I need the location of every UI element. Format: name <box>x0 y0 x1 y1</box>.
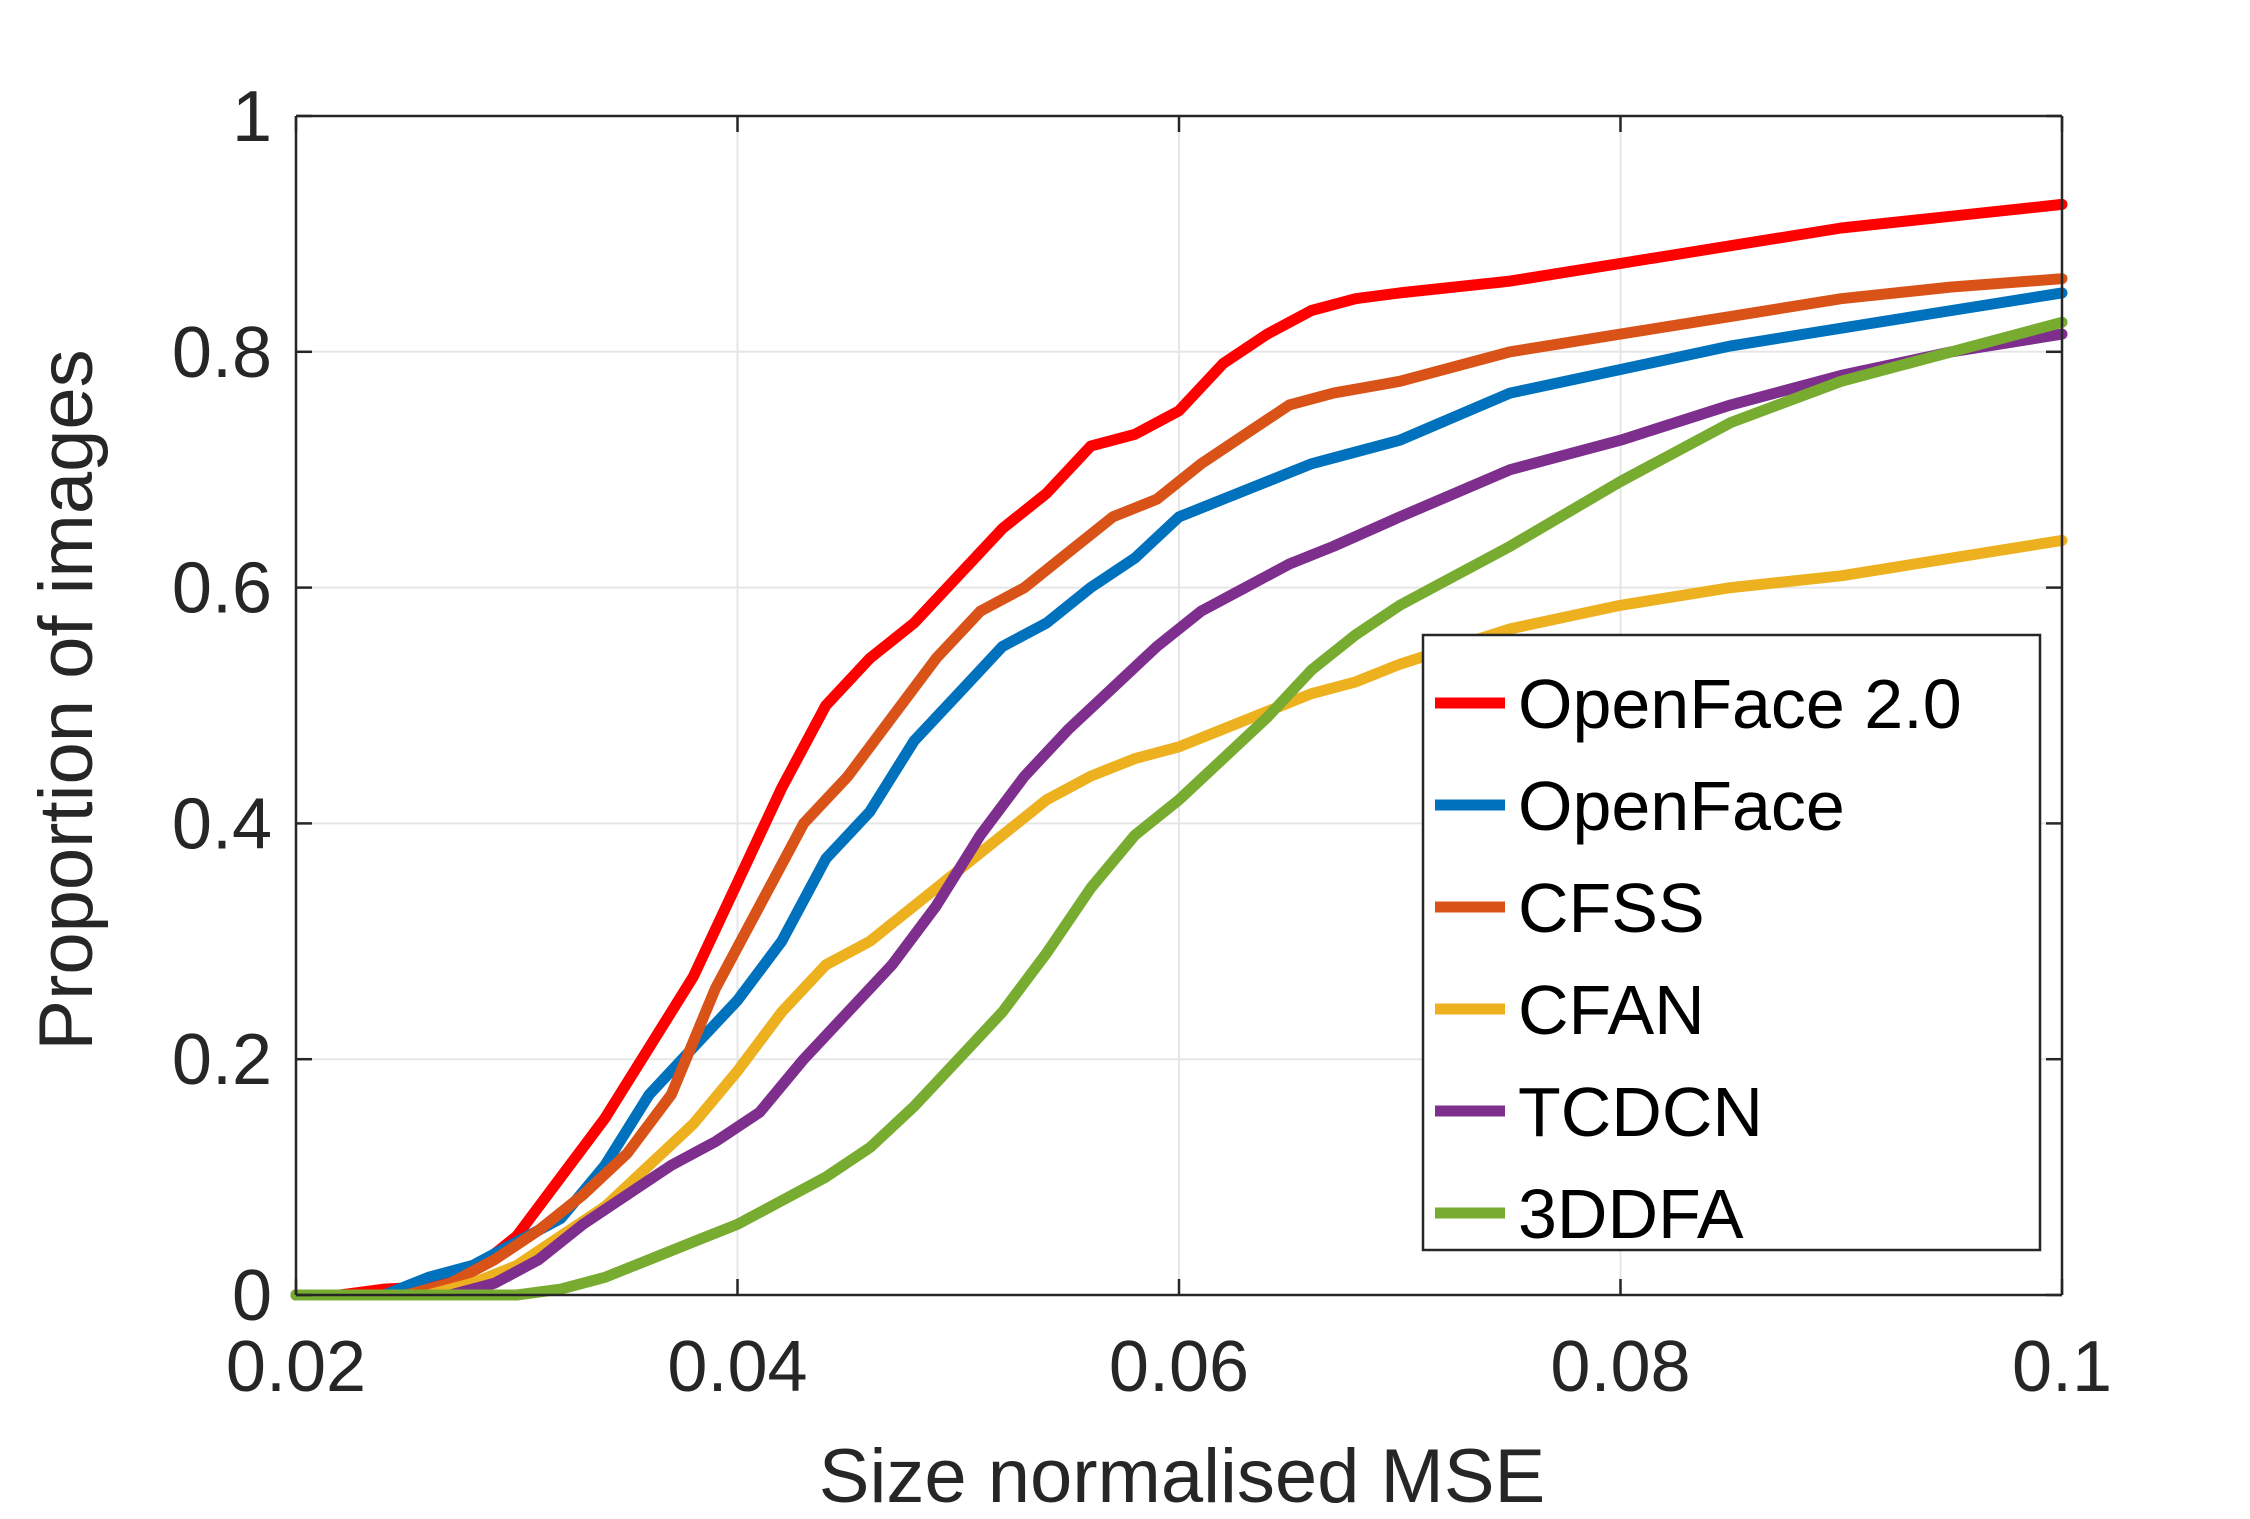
legend-label: CFSS <box>1518 869 1705 947</box>
y-tick-label: 0.2 <box>172 1020 272 1100</box>
legend-label: CFAN <box>1518 971 1705 1049</box>
x-tick-label: 0.1 <box>2012 1327 2112 1407</box>
y-tick-label: 0 <box>232 1256 272 1336</box>
series-line-2 <box>290 273 2068 1301</box>
series-line-0 <box>290 198 2068 1301</box>
x-tick-label: 0.04 <box>667 1327 807 1407</box>
axes <box>294 114 2064 1297</box>
y-tick-label: 1 <box>232 77 272 157</box>
x-tick-label: 0.02 <box>226 1327 366 1407</box>
y-tick-label: 0.8 <box>172 313 272 393</box>
series-line-5 <box>290 316 2068 1301</box>
legend-label: 3DDFA <box>1518 1175 1744 1253</box>
legend-label: TCDCN <box>1518 1073 1763 1151</box>
legend-box <box>1421 633 2042 1252</box>
y-tick-label: 0.4 <box>172 784 272 864</box>
plot-lines <box>290 198 2068 1301</box>
legend: OpenFace 2.0 OpenFace CFSS CFAN TCDCN 3DDFA <box>1421 633 2042 1253</box>
y-tick-label: 0.6 <box>172 549 272 629</box>
legend-label: OpenFace 2.0 <box>1518 665 1962 743</box>
legend-label: OpenFace <box>1518 767 1845 845</box>
tick-labels: 0.02 0.04 0.06 0.08 0.1 0 0.2 0.4 0.6 0.8 1 <box>172 77 2112 1407</box>
series-line-4 <box>290 328 2068 1301</box>
x-axis-label: Size normalised MSE <box>819 1434 1546 1519</box>
x-tick-label: 0.08 <box>1550 1327 1690 1407</box>
x-tick-label: 0.06 <box>1109 1327 1249 1407</box>
y-axis-label: Proportion of images <box>24 349 109 1050</box>
